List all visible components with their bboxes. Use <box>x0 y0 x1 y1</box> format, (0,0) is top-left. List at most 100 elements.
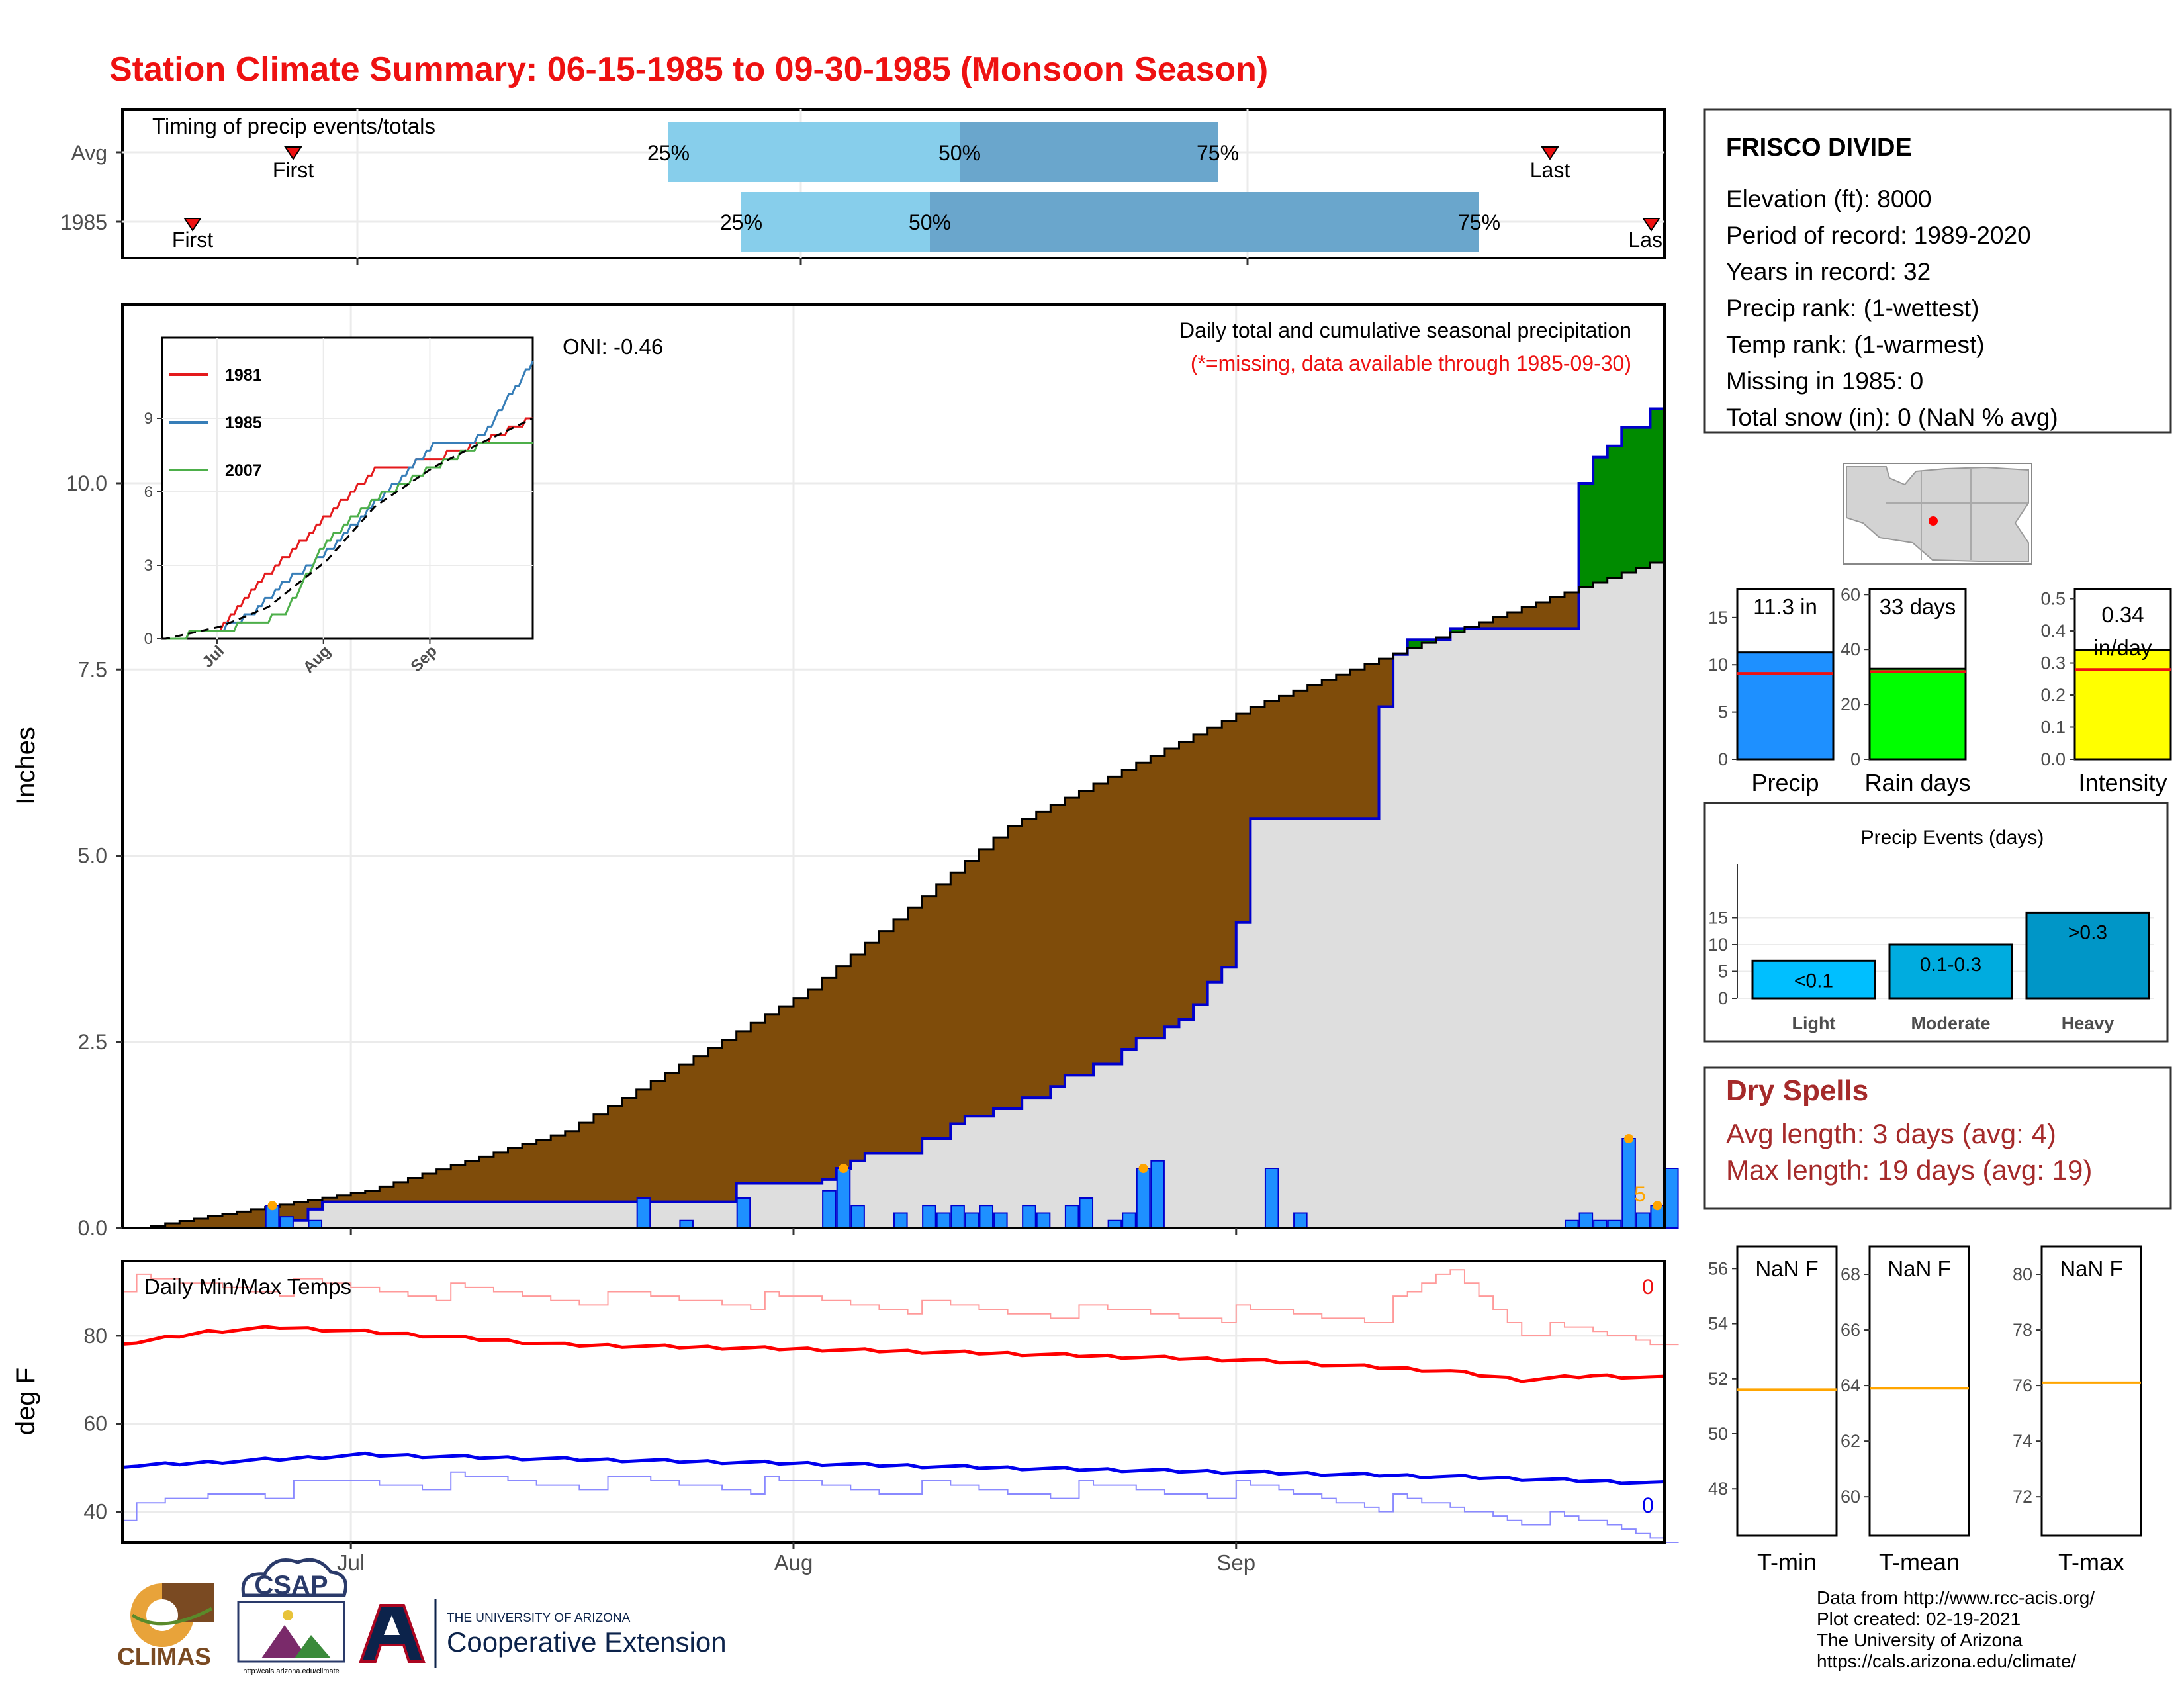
inset-legend-1985: 1985 <box>225 414 262 432</box>
footer-url: https://cals.arizona.edu/climate/ <box>1817 1651 2076 1671</box>
daily-precip-bar <box>1036 1212 1051 1229</box>
cumulative-1985-line <box>122 390 1666 1229</box>
precip-ytick-label: 0.0 <box>78 1216 107 1240</box>
daily-precip-bar <box>836 1168 851 1229</box>
daily-precip-bar <box>950 1205 965 1229</box>
timing-avg-bar-25-50 <box>668 122 960 182</box>
daily-precip-bar <box>1079 1197 1094 1229</box>
inset-ytick-label: 6 <box>144 483 153 501</box>
station-snow: Total snow (in): 0 (NaN % avg) <box>1726 404 2058 431</box>
daily-precip-bar <box>936 1212 951 1229</box>
summary-bar-label: Rain days <box>1864 769 1970 796</box>
temp-gridlines <box>122 1261 1664 1542</box>
precip-ytick-label: 10.0 <box>66 471 107 495</box>
precip-event-bar-heavy <box>2025 911 2150 1000</box>
precip-ytick-label: 2.5 <box>78 1030 107 1054</box>
temp-frame <box>121 1260 1666 1544</box>
events-ytick-label: 5 <box>1718 962 1728 982</box>
timing-1985-last-marker <box>1642 218 1661 232</box>
inset-ytick-label: 0 <box>144 630 153 648</box>
precip-ytick-label: 5.0 <box>78 844 107 868</box>
tmin-missing-count: 0 <box>1642 1493 1654 1517</box>
temp-box-ytick-label: 80 <box>2013 1264 2032 1284</box>
timing-1985-50: 50% <box>909 211 951 234</box>
summary-bar-ytick-label: 10 <box>1708 655 1728 675</box>
temp-ytick-label: 60 <box>83 1412 107 1436</box>
timing-avg-first-marker <box>284 146 302 160</box>
temp-box-t-max: NaN F 72 74 76 78 80 T-max <box>2013 1245 2142 1575</box>
dry-spells-panel: Dry Spells Avg length: 3 days (avg: 4) M… <box>1703 1066 2172 1210</box>
daily-precip-bar <box>1264 1168 1279 1229</box>
csap-logo-url: http://cals.arizona.edu/climate <box>243 1667 340 1675</box>
temp-box-label: T-mean <box>1879 1548 1960 1575</box>
summary-bar-value: 33 days <box>1880 594 1956 619</box>
inset-legend: 1981 1985 2007 <box>169 366 262 480</box>
temp-box-ytick-label: 64 <box>1841 1376 1860 1395</box>
daily-precip-bar <box>279 1216 294 1229</box>
page-title: Station Climate Summary: 06-15-1985 to 0… <box>109 50 1268 89</box>
precip-y-axis: 0.0 2.5 5.0 7.5 10.0 <box>66 471 1238 1240</box>
daily-precip-bar <box>893 1212 908 1229</box>
station-temp-rank: Temp rank: (1-warmest) <box>1726 331 1985 358</box>
summary-bar-fill <box>1736 651 1835 761</box>
temp-axes: 40 60 80 Jul Aug Sep <box>83 1324 1255 1575</box>
inset-line-avg <box>162 417 533 640</box>
temp-box-ytick-label: 52 <box>1708 1369 1728 1389</box>
precip-ylabel: Inches <box>11 727 40 805</box>
inset-legend-1981: 1981 <box>225 366 262 385</box>
station-precip-rank: Precip rank: (1-wettest) <box>1726 295 1979 322</box>
summary-bar-ytick-label: 0.4 <box>2040 621 2066 641</box>
timing-1985-first: First <box>172 228 213 252</box>
timing-1985-bar-50-75 <box>930 192 1479 252</box>
daily-precip-bar <box>1293 1212 1308 1229</box>
summary-bar-ytick-label: 5 <box>1718 702 1728 722</box>
precip-frame <box>121 303 1666 1229</box>
summary-bar-ytick-label: 0 <box>1850 749 1860 769</box>
daily-precip-marker <box>1624 1134 1634 1143</box>
precip-event-bar-moderate <box>1888 943 2013 1000</box>
precip-panel: 5 Daily total and cumulative seasonal pr… <box>11 303 1679 1240</box>
summary-bar-precip: 0 5 10 15 11.3 in Precip <box>1708 588 1835 796</box>
temp-box-ytick-label: 68 <box>1841 1264 1860 1284</box>
daily-precip-bar <box>1064 1205 1079 1229</box>
temp-ytick-label: 40 <box>83 1500 107 1524</box>
csap-logo-text: CSAP <box>254 1571 328 1600</box>
daily-precip-bar <box>979 1205 994 1229</box>
inset-ytick-label: 3 <box>144 557 153 575</box>
temp-box-ytick-label: 56 <box>1708 1258 1728 1278</box>
timing-avg-50: 50% <box>938 141 981 165</box>
temp-box-ytick-label: 72 <box>2013 1487 2032 1507</box>
temp-title: Daily Min/Max Temps <box>144 1274 351 1299</box>
station-missing: Missing in 1985: 0 <box>1726 367 1923 395</box>
summary-bar-value: 0.34 <box>2101 602 2144 627</box>
temp-line-record-tmin <box>122 1471 1679 1543</box>
temp-box-frame <box>1868 1245 1970 1537</box>
daily-precip-bar <box>1635 1212 1651 1229</box>
summary-bar-ytick-label: 15 <box>1708 608 1728 628</box>
station-location-dot <box>1929 516 1938 526</box>
daily-precip-bar <box>1664 1168 1679 1229</box>
precip-events-chart: <0.1 Light 0.1-0.3 Moderate >0.3 Heavy 0 5 10 15 <box>1708 864 2154 1033</box>
summary-bar-ytick-label: 20 <box>1841 694 1860 714</box>
cumulative-avg-line <box>122 557 1666 1229</box>
daily-precip-marker <box>267 1201 277 1211</box>
summary-bar-ytick-label: 0.1 <box>2040 718 2066 737</box>
daily-precip-bar <box>922 1205 936 1229</box>
temp-box-ytick-label: 74 <box>2013 1431 2032 1451</box>
inset-frame <box>161 336 534 640</box>
dry-spells-max: Max length: 19 days (avg: 19) <box>1726 1154 2092 1186</box>
daily-precip-bar <box>1122 1212 1136 1229</box>
summary-bar-label: Precip <box>1751 769 1819 796</box>
summary-bar-value-unit: in/day <box>2093 635 2152 660</box>
daily-precip-bar <box>822 1190 837 1229</box>
state-shape <box>1846 466 2029 562</box>
temp-box-ytick-label: 50 <box>1708 1424 1728 1444</box>
temp-box-value: NaN F <box>1888 1256 1950 1281</box>
dry-spells-frame <box>1703 1066 2172 1210</box>
precip-event-category: Light <box>1792 1013 1836 1033</box>
summary-bar-intensity: 0.0 0.1 0.2 0.3 0.4 0.5 0.34 in/day Intensity <box>2040 588 2172 796</box>
